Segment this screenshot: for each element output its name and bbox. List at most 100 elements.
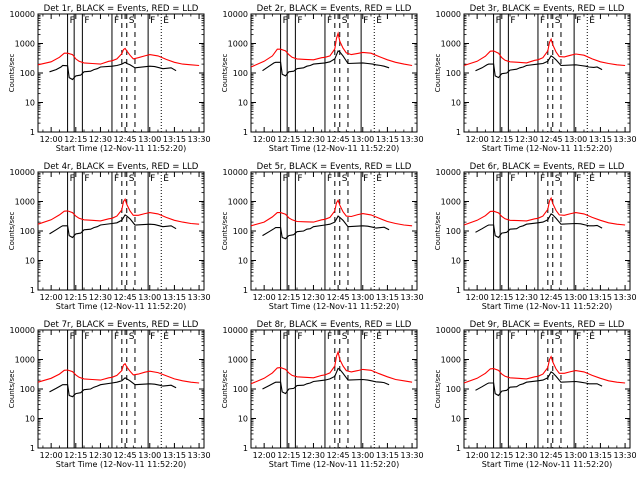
panel-title: Det 6r, BLACK = Events, RED = LLD [470,162,625,172]
event-marker-label: F [114,174,119,184]
x-tick-label: 13:15 [163,135,186,144]
series-lld-line [37,362,200,384]
x-tick-label: 12:45 [114,451,137,460]
x-tick-label: 12:45 [114,135,137,144]
detector-panel: Det 3r, BLACK = Events, RED = LLD 1 10 100 1… [434,4,637,153]
x-tick-label: 12:15 [490,135,513,144]
y-tick-label: 10 [238,415,248,424]
x-tick-label: 12:15 [277,293,300,302]
x-tick-label: 13:00 [138,451,161,460]
event-marker-label: F [70,332,75,342]
y-tick-label: 100 [233,227,248,236]
event-marker-label: E [163,332,169,342]
x-tick-label: 13:30 [614,293,637,302]
x-tick-label: 12:15 [490,293,513,302]
panel-title: Det 9r, BLACK = Events, RED = LLD [470,320,625,330]
x-tick-label: 13:30 [401,135,424,144]
x-axis-label: Start Time (12-Nov-11 11:52:20) [269,302,399,311]
event-marker-label: F [363,16,368,26]
y-tick-label: 1000 [15,198,35,207]
x-axis-label: Start Time (12-Nov-11 11:52:20) [269,460,399,469]
series-lld-line [250,31,413,68]
x-tick-label: 13:30 [188,451,211,460]
y-axis-label: Counts/sec [434,54,442,93]
detector-panel: Det 2r, BLACK = Events, RED = LLD 1 10 100 1… [221,4,424,153]
event-marker-label: F [510,16,515,26]
plot-frame [250,329,418,449]
y-tick-label: 1 [456,286,461,295]
y-tick-label: 1000 [441,40,461,49]
plot-frame [463,329,631,449]
series-events-line [475,371,603,397]
event-marker-label: F [327,332,332,342]
x-tick-label: 13:00 [564,293,587,302]
plot-frame [250,171,418,291]
y-tick-label: 1 [30,128,35,137]
detector-panel: Det 5r, BLACK = Events, RED = LLD 1 10 100 1… [221,162,424,311]
x-tick-label: 12:00 [40,293,63,302]
y-tick-label: 1000 [15,40,35,49]
event-marker-label: S [555,332,561,342]
y-tick-label: 100 [446,385,461,394]
event-marker-label: F [283,174,288,184]
event-marker-label: F [283,16,288,26]
x-tick-label: 12:15 [64,293,87,302]
x-tick-label: 12:15 [490,451,513,460]
y-tick-label: 10000 [10,326,35,335]
event-marker-label: S [129,332,135,342]
event-marker-label: F [540,16,545,26]
event-marker-label: F [327,16,332,26]
y-tick-label: 100 [446,69,461,78]
event-marker-label: E [163,174,169,184]
event-marker-label: F [84,16,89,26]
x-tick-label: 13:00 [351,293,374,302]
y-tick-label: 100 [20,227,35,236]
x-tick-label: 12:00 [466,135,489,144]
panel-title: Det 4r, BLACK = Events, RED = LLD [44,162,199,172]
x-tick-label: 12:00 [253,135,276,144]
y-tick-label: 10000 [223,168,248,177]
x-tick-label: 13:30 [188,293,211,302]
y-tick-label: 10 [451,257,461,266]
y-axis-label: Counts/sec [221,370,229,409]
event-marker-label: E [589,332,595,342]
event-marker-label: F [510,332,515,342]
y-axis-label: Counts/sec [221,212,229,251]
panel-title: Det 1r, BLACK = Events, RED = LLD [44,4,199,14]
x-tick-label: 13:15 [589,451,612,460]
x-tick-label: 12:00 [253,293,276,302]
event-marker-label: F [363,332,368,342]
y-tick-label: 10 [451,99,461,108]
x-tick-label: 12:00 [466,293,489,302]
x-axis-label: Start Time (12-Nov-11 11:52:20) [56,460,186,469]
event-marker-label: F [297,332,302,342]
y-axis-label: Counts/sec [8,370,16,409]
x-tick-label: 13:00 [351,135,374,144]
y-tick-label: 10000 [436,168,461,177]
series-lld-line [250,350,413,385]
event-marker-label: F [576,332,581,342]
series-events-line [262,50,390,77]
y-tick-label: 1 [30,444,35,453]
y-tick-label: 1000 [441,198,461,207]
series-lld-line [250,199,413,227]
event-marker-label: S [342,174,348,184]
event-marker-label: F [297,16,302,26]
y-tick-label: 10 [238,257,248,266]
panel-title: Det 2r, BLACK = Events, RED = LLD [257,4,412,14]
series-lld-line [463,196,626,226]
event-marker-label: F [150,16,155,26]
event-marker-label: S [342,332,348,342]
series-lld-line [37,197,200,225]
x-tick-label: 13:00 [351,451,374,460]
x-tick-label: 13:00 [564,451,587,460]
x-tick-label: 13:15 [163,451,186,460]
y-tick-label: 10 [25,415,35,424]
detector-panel: Det 1r, BLACK = Events, RED = LLD 1 10 100 1… [8,4,211,153]
event-marker-label: F [540,332,545,342]
y-tick-label: 1000 [228,356,248,365]
event-marker-label: F [84,332,89,342]
y-tick-label: 10000 [223,10,248,19]
event-marker-label: S [555,174,561,184]
